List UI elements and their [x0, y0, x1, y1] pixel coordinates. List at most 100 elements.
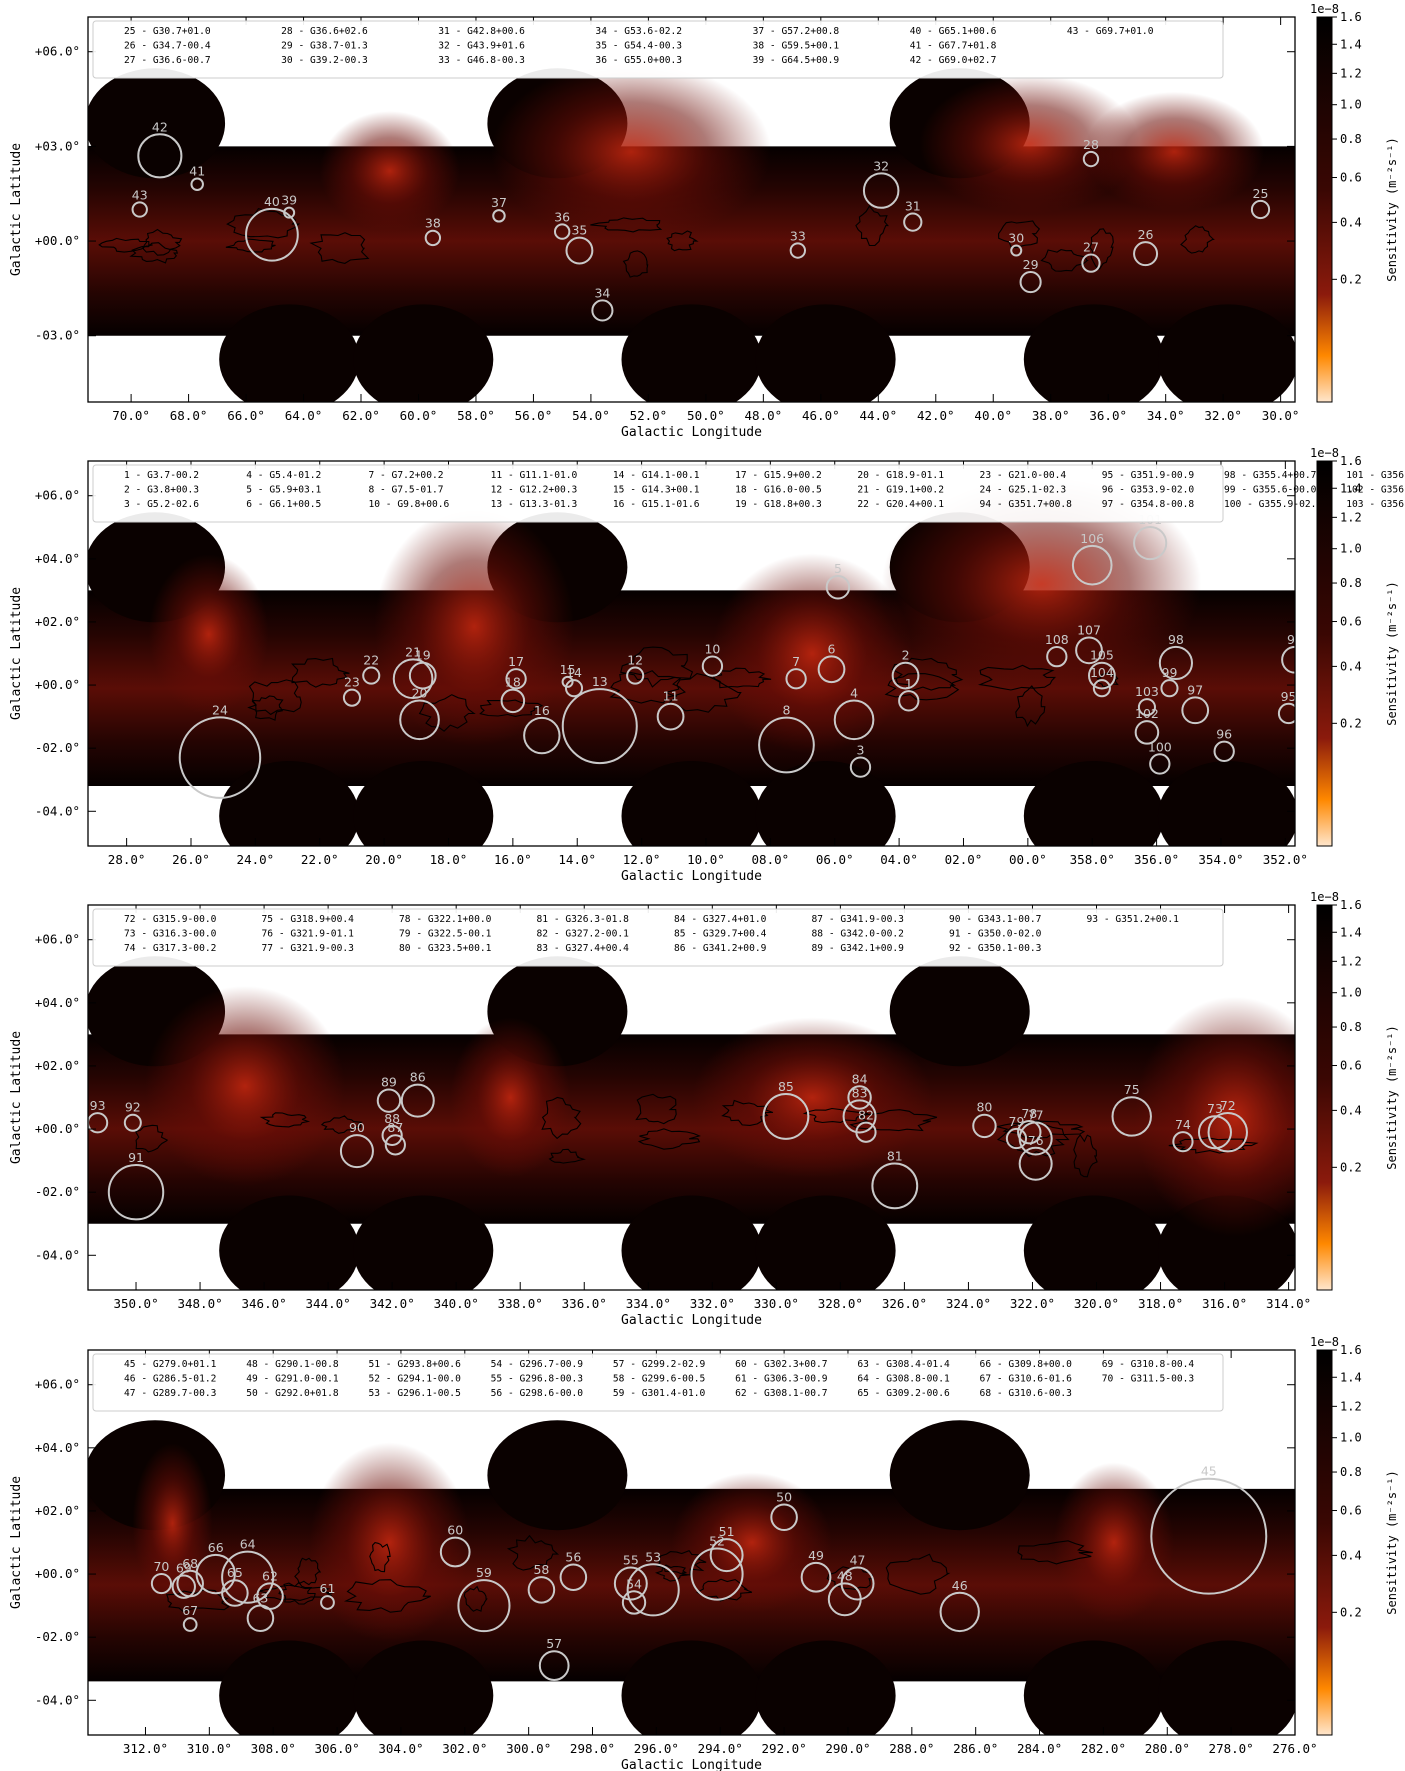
source-marker-52: 52 — [690, 1534, 744, 1601]
source-marker-57: 57 — [538, 1636, 570, 1681]
source-circle — [1133, 525, 1168, 561]
sensitivity-contour — [369, 1541, 391, 1573]
y-axis-title: Galactic Latitude — [9, 143, 24, 276]
source-label: 55 — [623, 1553, 639, 1568]
colorbar-tick-label: 1.4 — [1340, 1370, 1362, 1384]
legend-entry: 18 - G16.0-00.5 — [735, 485, 822, 496]
source-label: 36 — [554, 209, 570, 224]
source-marker-43: 43 — [131, 187, 148, 218]
y-axis-title: Galactic Latitude — [9, 1031, 24, 1164]
x-tick-label: 356.0° — [1134, 852, 1179, 867]
source-marker-32: 32 — [862, 158, 900, 209]
source-marker-16: 16 — [523, 703, 561, 755]
coverage-bulge — [755, 761, 896, 846]
source-marker-75: 75 — [1111, 1082, 1152, 1137]
source-label: 69 — [176, 1561, 192, 1576]
sensitivity-contour — [622, 250, 649, 278]
legend-entry: 80 - G323.5+00.1 — [399, 943, 492, 954]
source-label: 41 — [189, 164, 205, 179]
source-circle — [424, 229, 442, 247]
source-circle — [621, 1590, 647, 1615]
x-axis-title: Galactic Longitude — [621, 869, 762, 884]
x-tick-label: 10.0° — [687, 852, 725, 867]
source-circle — [862, 172, 900, 209]
source-circle — [439, 1536, 471, 1568]
source-label: 60 — [447, 1523, 463, 1538]
source-marker-58: 58 — [527, 1562, 556, 1604]
legend-entry: 52 - G294.1-00.0 — [368, 1374, 461, 1385]
source-circle — [500, 688, 526, 714]
source-circle — [1281, 645, 1295, 674]
colorbar-gradient — [1316, 460, 1333, 847]
legend-entry: 16 - G15.1-01.6 — [613, 499, 700, 510]
source-label: 57 — [546, 1636, 562, 1651]
source-circle — [758, 716, 815, 774]
source-circle — [1017, 1120, 1042, 1145]
source-circle — [392, 658, 434, 700]
source-circle — [1134, 720, 1160, 745]
y-tick-label: +00.0° — [35, 1121, 80, 1136]
source-circle — [384, 1134, 406, 1156]
x-tick-label: 344.0° — [306, 1296, 351, 1311]
legend-box — [92, 464, 1224, 523]
source-circle — [195, 1553, 236, 1595]
sensitivity-glow — [450, 1017, 571, 1178]
legend-entry: 103 - G356.3-00.3 — [1346, 499, 1405, 510]
source-label: 66 — [208, 1540, 224, 1555]
source-marker-60: 60 — [439, 1523, 471, 1568]
source-circle — [785, 668, 807, 690]
colorbar-tick-label: 0.2 — [1340, 1160, 1362, 1174]
source-label: 96 — [1216, 727, 1232, 742]
legend-entry: 69 - G310.8-00.4 — [1102, 1359, 1195, 1370]
x-tick-label: 28.0° — [108, 852, 146, 867]
source-marker-86: 86 — [400, 1070, 435, 1118]
source-circle — [626, 1563, 680, 1617]
source-circle — [1160, 679, 1179, 698]
x-tick-label: 04.0° — [880, 852, 918, 867]
y-tick-label: +02.0° — [35, 614, 80, 629]
legend-entry: 8 - G7.5-01.7 — [368, 485, 443, 496]
source-label: 23 — [344, 675, 360, 690]
x-tick-label: 312.0° — [123, 1741, 168, 1756]
source-circle — [246, 1604, 275, 1633]
source-circle — [898, 690, 920, 712]
legend-entry: 99 - G355.6-00.0 — [1224, 485, 1317, 496]
source-circle — [1018, 1146, 1053, 1181]
source-circle — [690, 1547, 744, 1601]
source-label: 62 — [262, 1568, 278, 1583]
source-label: 12 — [627, 653, 643, 668]
x-tick-label: 16.0° — [494, 852, 532, 867]
source-marker-50: 50 — [770, 1489, 798, 1532]
source-label: 58 — [533, 1562, 549, 1577]
sensitivity-contour — [620, 646, 694, 688]
source-marker-25: 25 — [1250, 186, 1271, 220]
source-marker-97: 97 — [1181, 682, 1210, 725]
source-label: 6 — [828, 641, 836, 656]
source-label: 7 — [792, 654, 800, 669]
map-panel-4: 4546474849505152535455565758596061626364… — [9, 1335, 1399, 1771]
source-marker-23: 23 — [342, 675, 361, 707]
x-tick-label: 318.0° — [1138, 1296, 1183, 1311]
source-label: 11 — [663, 689, 679, 704]
legend-entry: 31 - G42.8+00.6 — [438, 26, 525, 37]
source-circle — [564, 679, 584, 698]
sensitivity-contour — [247, 695, 284, 721]
source-label: 40 — [264, 194, 280, 209]
legend-entry: 89 - G342.1+00.9 — [812, 943, 905, 954]
source-legend: 25 - G30.7+01.0 26 - G34.7-00.4 27 - G36.6… — [92, 20, 1224, 79]
source-circle — [1082, 150, 1100, 168]
source-marker-28: 28 — [1082, 137, 1100, 168]
source-circle — [1277, 702, 1295, 725]
source-marker-90: 90 — [339, 1120, 374, 1169]
x-tick-label: 294.0° — [698, 1741, 743, 1756]
source-label: 108 — [1045, 632, 1069, 647]
legend-entry: 54 - G296.7-00.9 — [491, 1359, 584, 1370]
sensitivity-contour — [712, 667, 772, 689]
colorbar-tick-label: 1.6 — [1340, 454, 1362, 468]
source-marker-94: 94 — [1281, 632, 1295, 674]
source-label: 47 — [850, 1553, 866, 1568]
colorbar-title: Sensitivity (m⁻²s⁻¹) — [1385, 1025, 1399, 1170]
source-circle — [939, 1591, 980, 1633]
legend-entry: 63 - G308.4-01.4 — [857, 1359, 950, 1370]
y-tick-label: -04.0° — [35, 803, 80, 818]
